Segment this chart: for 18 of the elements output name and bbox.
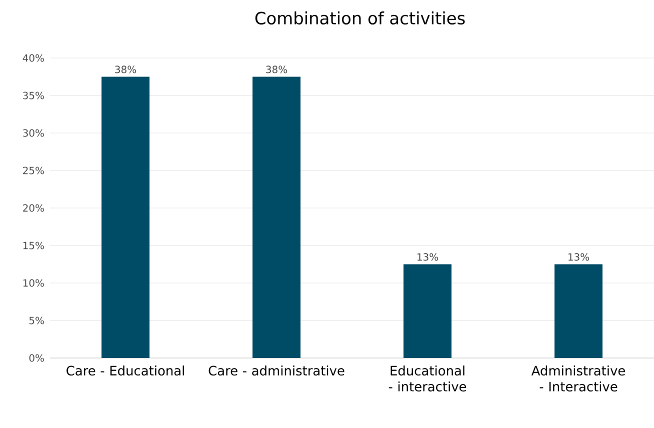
- y-tick-label: 5%: [29, 316, 44, 324]
- y-tick-label: 25%: [23, 166, 44, 174]
- y-tick-label: 10%: [23, 279, 44, 287]
- x-tick-label: Educational - interactive: [388, 366, 466, 392]
- data-label: 38%: [266, 66, 288, 74]
- data-label: 13%: [568, 253, 590, 261]
- x-tick-label: Care - administrative: [208, 366, 344, 376]
- y-tick-label: 20%: [23, 204, 44, 212]
- data-label: 13%: [418, 253, 438, 261]
- y-tick-label: 30%: [23, 129, 44, 137]
- y-tick-label: 15%: [23, 242, 44, 250]
- x-tick-label: Care - Educational: [66, 366, 184, 376]
- x-tick-label: Administrative - Interactive: [531, 366, 625, 392]
- data-label: 38%: [115, 66, 136, 74]
- y-tick-label: 40%: [22, 54, 44, 62]
- y-tick-label: 35%: [23, 92, 44, 100]
- chart-title: Combination of activities: [255, 11, 465, 25]
- y-tick-label: 0%: [29, 354, 44, 362]
